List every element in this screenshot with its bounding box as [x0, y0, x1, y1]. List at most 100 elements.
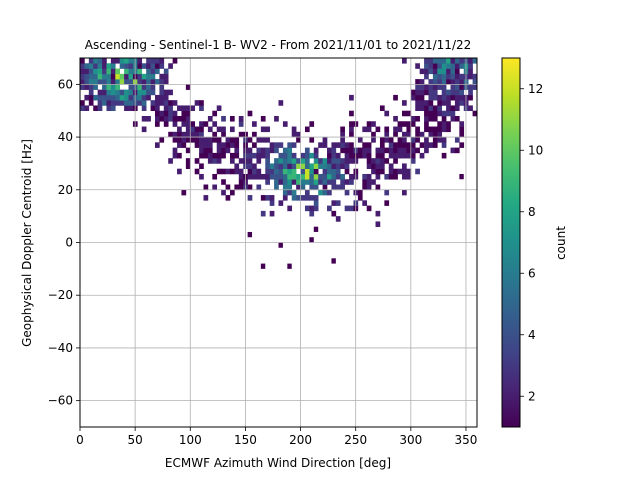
x-axis-label: ECMWF Azimuth Wind Direction [deg] — [165, 456, 391, 470]
heatmap-cell — [415, 147, 420, 154]
heatmap-cell — [172, 115, 178, 122]
heatmap-cell — [300, 179, 306, 185]
heatmap-cell — [154, 79, 160, 85]
heatmap-cell — [168, 63, 173, 69]
heatmap-cell — [128, 89, 134, 96]
heatmap-cell — [88, 68, 94, 75]
heatmap-cell — [194, 131, 200, 138]
heatmap-cell — [212, 137, 218, 143]
y-tick-label: 20 — [58, 183, 73, 197]
heatmap-cell — [300, 184, 306, 191]
heatmap-cell — [278, 179, 284, 185]
heatmap-cell — [172, 152, 178, 159]
colorbar-tick-label: 10 — [528, 143, 543, 157]
heatmap-cell — [110, 105, 116, 112]
heatmap-cell — [150, 73, 156, 80]
heatmap-cell — [446, 110, 451, 117]
heatmap-cell — [371, 131, 376, 138]
heatmap-cell — [300, 168, 306, 175]
heatmap-cell — [379, 147, 385, 154]
heatmap-cell — [428, 131, 434, 138]
heatmap-cell — [84, 105, 90, 112]
heatmap-cell — [362, 152, 368, 159]
heatmap-cell — [415, 105, 420, 112]
heatmap-cell — [450, 94, 456, 101]
heatmap-cell — [375, 152, 381, 159]
x-tick-label: 250 — [344, 433, 367, 447]
heatmap-cell — [424, 63, 429, 69]
heatmap-cell — [371, 179, 376, 185]
heatmap-cell — [304, 179, 310, 185]
heatmap-cell — [313, 147, 319, 154]
heatmap-cell — [185, 110, 191, 117]
heatmap-cell — [252, 163, 257, 169]
x-tick-label: 50 — [127, 433, 142, 447]
heatmap-cell — [296, 173, 301, 180]
heatmap-cell — [432, 126, 438, 133]
heatmap-cell — [357, 137, 363, 143]
heatmap-cell — [424, 68, 429, 75]
heatmap-cell — [247, 231, 253, 238]
heatmap-cell — [304, 152, 310, 159]
y-axis-label: Geophysical Doppler Centroid [Hz] — [20, 139, 34, 347]
heatmap-cell — [168, 100, 173, 106]
heatmap-cell — [84, 84, 90, 90]
heatmap-cell — [459, 84, 465, 90]
heatmap-cell — [357, 195, 363, 201]
heatmap-cell — [313, 163, 319, 169]
heatmap-cell — [415, 137, 420, 143]
heatmap-cell — [216, 142, 222, 148]
heatmap-cell — [371, 121, 376, 127]
heatmap-cell — [88, 73, 94, 80]
heatmap-cell — [269, 200, 275, 206]
heatmap-cell — [313, 195, 319, 201]
heatmap-cell — [424, 73, 429, 80]
heatmap-cell — [419, 94, 425, 101]
heatmap-cell — [393, 147, 398, 154]
heatmap-cell — [265, 163, 270, 169]
heatmap-cell — [106, 63, 112, 69]
heatmap-cell — [432, 68, 438, 75]
heatmap-cell — [274, 179, 279, 185]
heatmap-cell — [238, 115, 244, 122]
heatmap-cell — [344, 142, 350, 148]
heatmap-cell — [428, 105, 434, 112]
heatmap-cell — [163, 100, 169, 106]
heatmap-cell — [159, 115, 165, 122]
heatmap-cell — [84, 79, 90, 85]
heatmap-cell — [199, 173, 204, 180]
heatmap-cell — [137, 94, 143, 101]
heatmap-cell — [221, 147, 226, 154]
heatmap-cell — [146, 115, 151, 122]
heatmap-cell — [384, 173, 390, 180]
heatmap-cell — [212, 121, 218, 127]
heatmap-cell — [318, 158, 323, 164]
colorbar: 2 4 6 8 10 12 — [501, 57, 543, 428]
heatmap-cell — [278, 200, 284, 206]
heatmap-cell — [110, 79, 116, 85]
heatmap-cell — [203, 121, 209, 127]
heatmap-cell — [335, 173, 341, 180]
heatmap-cell — [441, 79, 447, 85]
heatmap-cell — [309, 205, 315, 212]
heatmap-cell — [203, 152, 209, 159]
heatmap-cell — [119, 79, 125, 85]
heatmap-cell — [102, 84, 107, 90]
heatmap-cell — [274, 158, 279, 164]
heatmap-cell — [274, 147, 279, 154]
heatmap-cell — [468, 68, 473, 75]
heatmap-cell — [252, 152, 257, 159]
heatmap-cell — [468, 84, 473, 90]
heatmap-cell — [181, 110, 187, 117]
heatmap-cell — [349, 179, 354, 185]
heatmap-cell — [296, 179, 301, 185]
heatmap-cell — [282, 121, 288, 127]
heatmap-cell — [424, 121, 429, 127]
heatmap-cell — [141, 115, 147, 122]
heatmap-cell — [428, 58, 434, 64]
heatmap-cell — [402, 110, 407, 117]
heatmap-cell — [238, 131, 244, 138]
heatmap-cell — [88, 58, 94, 64]
heatmap-cell — [424, 100, 429, 106]
heatmap-cell — [97, 105, 103, 112]
